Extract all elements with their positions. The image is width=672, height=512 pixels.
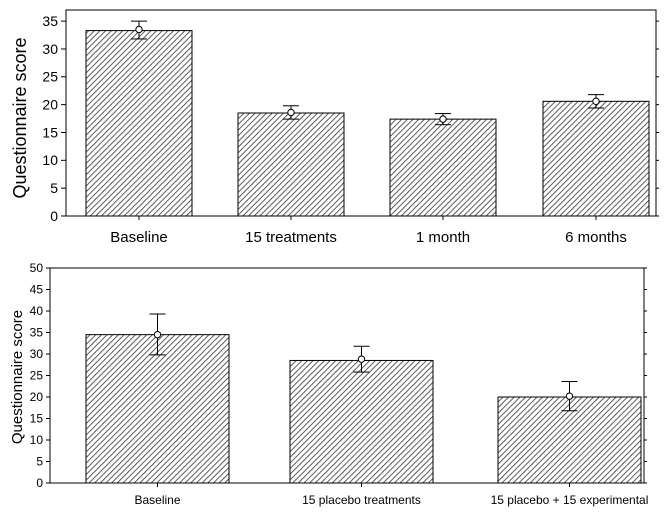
bottom-mean-point: [153, 330, 162, 339]
bottom-bar: [497, 396, 642, 484]
top-bar: [85, 30, 193, 217]
bottom-bar-chart: Questionnaire score 0 5 10 15 20 25 30 35 40 45 50…: [9, 261, 648, 507]
top-y-tick-label: 5: [50, 180, 58, 196]
bottom-y-tick-label: 5: [36, 455, 43, 469]
top-bar: [237, 112, 345, 217]
top-mean-point: [439, 115, 447, 123]
top-y-axis-label: Questionnaire score: [10, 37, 30, 198]
bottom-y-axis-label: Questionnaire score: [9, 310, 26, 444]
top-category-label: 15 treatments: [245, 229, 337, 246]
top-mean-point: [592, 97, 600, 106]
bottom-category-label: 15 placebo treatments: [302, 493, 421, 507]
bottom-bar: [289, 359, 434, 484]
bottom-y-tick-label: 40: [30, 304, 44, 318]
top-category-label: 1 month: [416, 229, 470, 246]
bottom-mean-point: [565, 392, 574, 400]
bottom-mean-point: [357, 355, 366, 363]
top-bar: [542, 100, 650, 217]
top-category-label: 6 months: [565, 229, 627, 246]
bottom-y-tick-label: 25: [30, 369, 44, 383]
bottom-y-tick-label: 15: [30, 412, 44, 426]
top-plot-frame: [65, 9, 657, 217]
bottom-y-tick-label: 50: [30, 261, 44, 275]
bottom-y-tick-label: 10: [30, 433, 44, 447]
bottom-category-label: Baseline: [134, 493, 180, 507]
top-y-tick-label: 20: [42, 97, 58, 113]
top-y-tick-label: 35: [42, 13, 58, 29]
top-y-tick-label: 15: [42, 124, 58, 140]
top-y-tick-label: 0: [50, 208, 58, 224]
top-y-tick-label: 25: [42, 69, 58, 85]
top-y-tick-label: 30: [42, 41, 58, 57]
top-bar-chart: Questionnaire score 0 5 10 15 20 25 30 35 Baseli…: [10, 9, 659, 246]
bottom-y-tick-label: 0: [36, 476, 43, 490]
top-y-tick-label: 10: [42, 152, 58, 168]
top-bar: [389, 118, 497, 217]
bottom-bar: [85, 334, 230, 484]
top-mean-point: [135, 25, 143, 34]
bottom-category-label: 15 placebo + 15 experimental: [491, 493, 649, 507]
bottom-y-tick-label: 20: [30, 390, 44, 404]
top-mean-point: [287, 108, 295, 117]
bottom-y-tick-label: 35: [30, 326, 44, 340]
top-category-label: Baseline: [110, 229, 168, 246]
bottom-y-tick-label: 30: [30, 347, 44, 361]
bottom-y-tick-label: 45: [30, 283, 44, 297]
